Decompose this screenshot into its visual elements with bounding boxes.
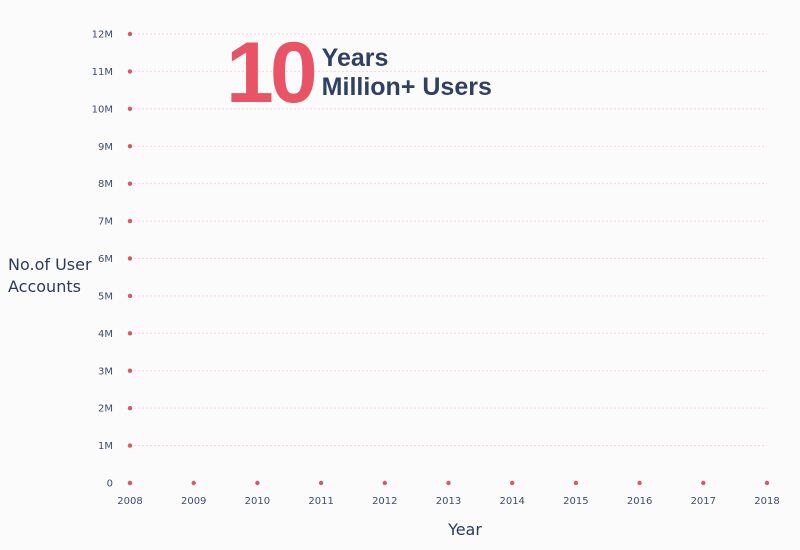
x-tick-label: 2009: [181, 496, 206, 507]
x-tick-dot: [764, 480, 770, 486]
y-tick-dot: [127, 69, 133, 74]
y-tick-label: 9M: [98, 142, 113, 153]
x-tick-dot: [127, 480, 133, 486]
x-tick-label: 2012: [372, 496, 397, 507]
y-tick-label: 5M: [98, 291, 113, 302]
y-tick-dot: [127, 144, 133, 149]
x-tick-dot: [382, 480, 387, 486]
y-tick-dot: [127, 181, 133, 186]
x-tick-label: 2010: [245, 496, 270, 507]
y-tick-label: 11M: [92, 67, 113, 78]
x-tick-label: 2016: [627, 496, 652, 507]
x-tick-dot: [446, 480, 451, 486]
y-axis-title-line-2: Accounts: [8, 277, 81, 296]
y-tick-dot: [127, 293, 133, 299]
x-tick-label: 2011: [308, 496, 333, 507]
headline-line-years: Years: [321, 44, 389, 72]
y-tick-dot: [127, 256, 133, 261]
x-tick-label: 2015: [563, 496, 588, 507]
x-tick-dot: [701, 480, 706, 486]
y-tick-dot: [127, 405, 133, 411]
y-tick-label: 10M: [92, 104, 113, 115]
y-tick-label: 7M: [98, 217, 113, 228]
y-tick-label: 2M: [98, 404, 113, 415]
y-tick-dot: [127, 31, 133, 37]
y-tick-dot: [127, 106, 133, 112]
y-tick-label: 8M: [98, 179, 113, 190]
y-tick-label: 1M: [98, 441, 113, 452]
x-tick-label: 2014: [499, 496, 524, 507]
y-tick-label: 6M: [98, 254, 113, 265]
y-tick-label: 4M: [98, 329, 113, 340]
y-axis-title-line-1: No.of User: [8, 255, 92, 274]
y-tick-dot: [127, 368, 133, 373]
y-tick-dot: [127, 331, 133, 336]
x-tick-dot: [573, 480, 579, 486]
x-axis: 2008 2009 2010 2011 2012 2013 2014 2015 2016 2017…: [117, 480, 780, 507]
y-tick-label: 12M: [92, 30, 113, 41]
x-tick-label: 2017: [691, 496, 716, 507]
x-tick-dot: [318, 480, 324, 486]
y-tick-dot: [127, 218, 133, 224]
y-axis-title: No.of User Accounts: [8, 255, 97, 296]
y-tick-dot: [127, 443, 133, 448]
x-tick-label: 2013: [436, 496, 461, 507]
x-axis-title: Year: [447, 520, 482, 539]
x-tick-dot: [510, 480, 515, 486]
headline-text: Years Million+ Users: [322, 44, 492, 102]
y-tick-label: 3M: [98, 366, 113, 377]
headline-line-users: Million+ Users: [321, 73, 492, 101]
headline-number: 10: [226, 25, 318, 121]
x-tick-label: 2018: [754, 496, 779, 507]
y-axis: 0 1M 2M 3M 4M 5M 6M 7M 8M 9M 10M 11M 12M: [92, 30, 133, 490]
x-tick-label: 2008: [117, 496, 142, 507]
x-tick-dot: [191, 480, 196, 486]
y-tick-label: 0: [107, 479, 113, 490]
x-tick-dot: [255, 480, 260, 486]
headline: 10 Years Million+ Users: [226, 30, 492, 116]
x-tick-dot: [637, 480, 642, 486]
